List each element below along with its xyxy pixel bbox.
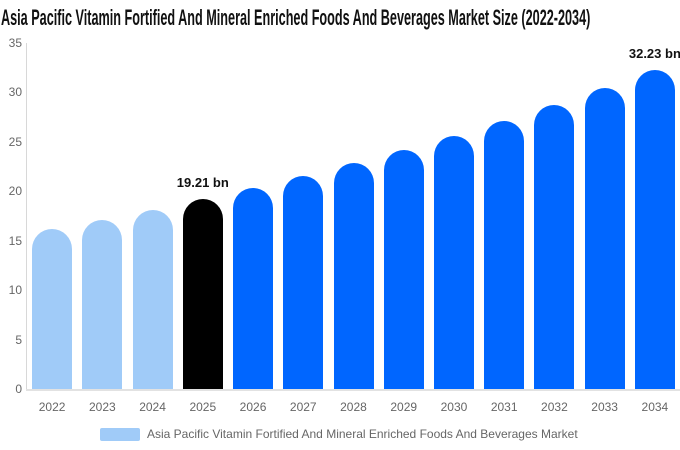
x-label-2031: 2031 [490,400,518,414]
y-label-25: 25 [8,134,22,149]
x-label-2028: 2028 [340,400,367,414]
y-label-15: 15 [8,233,22,248]
legend-label[interactable]: Asia Pacific Vitamin Fortified And Miner… [147,427,578,441]
y-axis-line [26,43,27,389]
x-label-2024: 2024 [139,400,166,414]
x-label-2027: 2027 [289,400,317,414]
bar-2025[interactable] [182,199,223,389]
bar-2026[interactable] [233,187,274,389]
bar-2024[interactable] [132,209,173,389]
y-label-20: 20 [8,184,22,199]
bar-2032[interactable] [534,104,575,389]
bar-2034[interactable] [634,70,675,389]
point-label-2025: 19.21 bn [176,175,229,191]
y-label-0: 0 [15,382,22,396]
bar-2029[interactable] [383,149,424,389]
legend-swatch[interactable] [100,428,140,441]
y-label-35: 35 [8,36,22,50]
bar-2033[interactable] [584,88,625,389]
x-label-2032: 2032 [541,400,568,414]
x-label-2033: 2033 [591,400,618,414]
y-label-30: 30 [8,85,22,100]
bar-2027[interactable] [283,175,324,389]
x-label-2034: 2034 [641,400,669,414]
chart-title: Asia Pacific Vitamin Fortified And Miner… [1,5,591,30]
bar-2030[interactable] [433,135,474,389]
x-label-2025: 2025 [189,400,217,414]
x-label-2029: 2029 [390,400,418,414]
point-label-2034: 32.23 bn [628,46,680,62]
x-label-2030: 2030 [440,400,468,414]
bar-2022[interactable] [32,229,73,389]
x-axis-line [26,389,680,391]
bar-2023[interactable] [82,219,123,389]
x-label-2022: 2022 [38,400,66,414]
y-label-10: 10 [8,283,22,298]
bar-2028[interactable] [333,163,374,389]
x-label-2023: 2023 [88,400,116,414]
bar-2031[interactable] [484,120,525,389]
x-label-2026: 2026 [239,400,267,414]
y-label-5: 5 [15,332,22,347]
